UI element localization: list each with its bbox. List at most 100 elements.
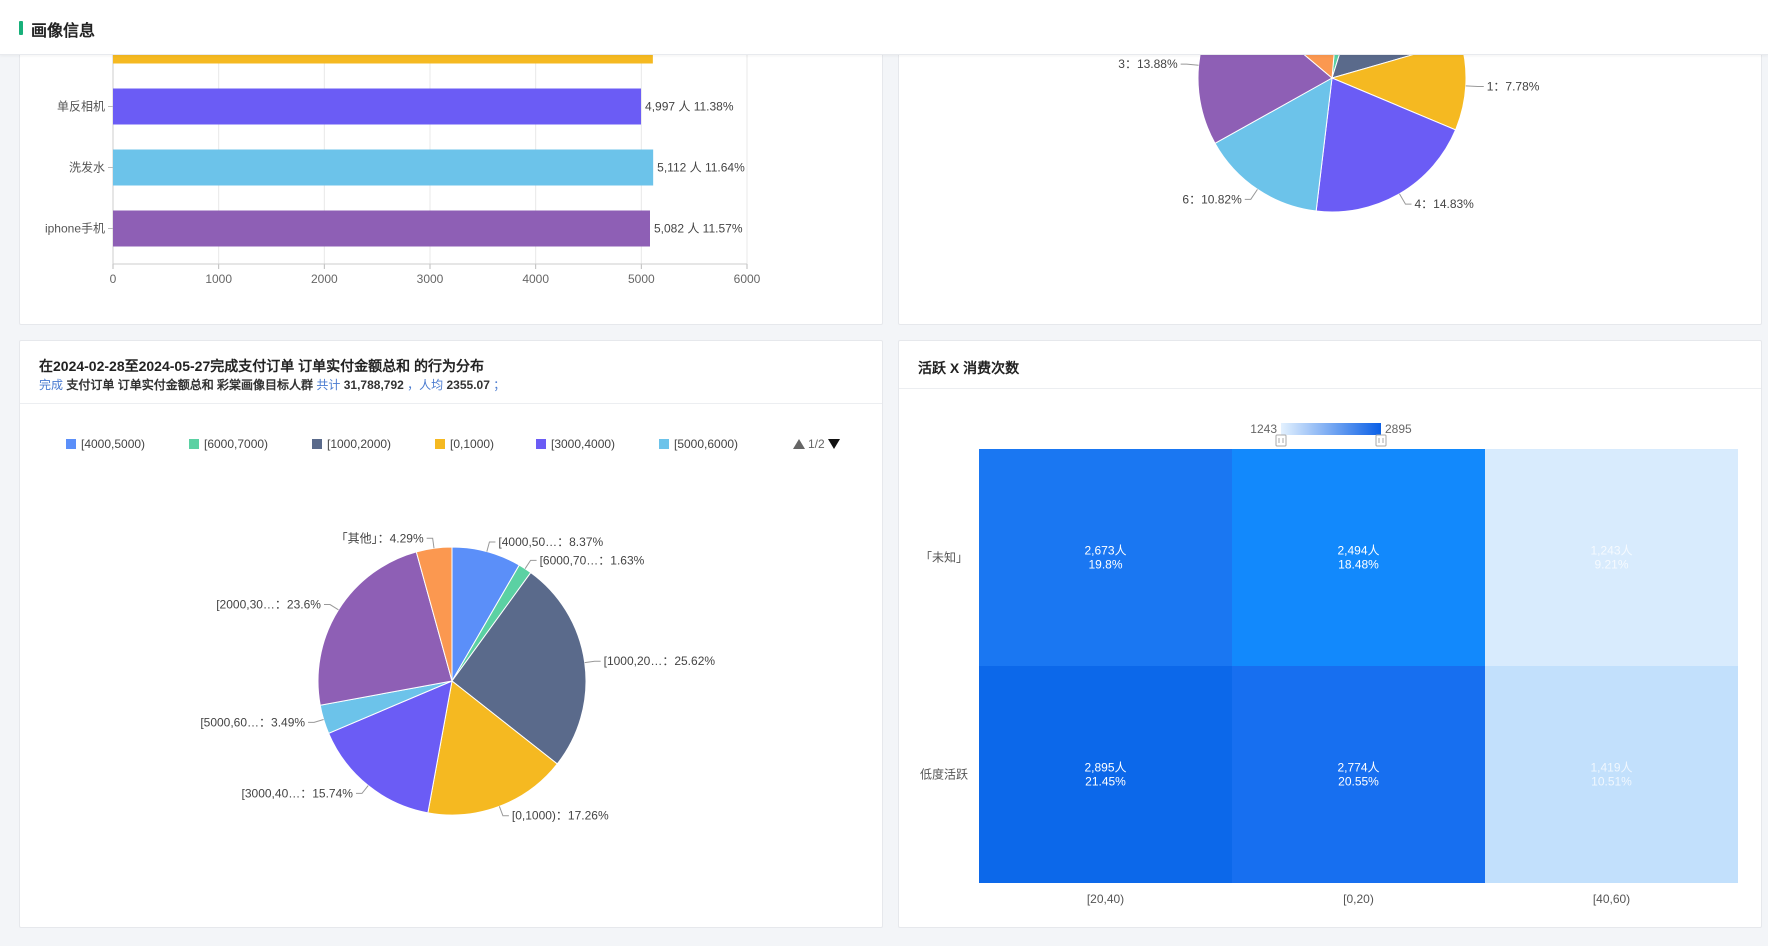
pie-label: 1：7.78% [1487, 80, 1540, 94]
visual-map-min-label: 1243 [1250, 422, 1277, 436]
bar[interactable] [113, 88, 642, 125]
bar-data-label: 4,997 人 11.38% [645, 100, 734, 114]
panel-header: 活跃 X 消费次数 [899, 341, 1761, 389]
heatmap-cell[interactable] [1485, 666, 1738, 883]
bar[interactable] [113, 210, 650, 247]
subtitle-total-label: 共计 [316, 378, 341, 392]
page-header: 画像信息 [0, 0, 1768, 55]
pie-label-line [486, 541, 496, 552]
subtitle-avg-value: 2355.07 [446, 378, 490, 392]
heatmap-cell-count: 2,774人 [1337, 761, 1379, 775]
heatmap-x-label: [20,40) [1087, 892, 1124, 906]
pie-slice[interactable] [451, 571, 587, 765]
legend-marker [435, 439, 445, 449]
heatmap-cell[interactable] [979, 449, 1232, 666]
legend-marker [536, 439, 546, 449]
x-tick-label: 0 [110, 272, 117, 286]
panel-header: 在2024-02-28至2024-05-27完成支付订单 订单实付金额总和 的行… [20, 341, 882, 404]
legend-page-indicator: 1/2 [808, 437, 825, 451]
visual-map-handle[interactable] [1275, 434, 1287, 447]
legend-item-label[interactable]: [3000,4000) [551, 437, 615, 451]
y-category-label: 洗发水 [69, 160, 105, 175]
visual-map-handle[interactable] [1375, 434, 1387, 447]
legend-marker [659, 439, 669, 449]
heatmap-cell-pct: 20.55% [1338, 775, 1379, 789]
subtitle-end: ； [493, 378, 506, 392]
legend-next-page-icon[interactable] [828, 439, 840, 449]
heatmap-cell-count: 2,494人 [1337, 544, 1379, 558]
heatmap-cell[interactable] [1232, 449, 1485, 666]
legend-item-label[interactable]: [1000,2000) [327, 437, 391, 451]
heatmap-panel: 活跃 X 消费次数 2,673人 19.8% 2,494人 18.48% 1,243人 9… [898, 340, 1762, 928]
pie-label: [3000,40…：15.74% [242, 786, 354, 800]
subtitle-prefix: 完成 [39, 378, 64, 392]
pie-label-line [1465, 85, 1484, 88]
heatmap-cell-pct: 10.51% [1591, 775, 1632, 789]
panel-title: 在2024-02-28至2024-05-27完成支付订单 订单实付金额总和 的行… [39, 358, 485, 374]
x-tick-label: 4000 [522, 272, 549, 286]
bar-data-label: 5,082 人 11.57% [654, 222, 743, 236]
pie-label-line [584, 660, 601, 664]
pie-label: 3：13.88% [1118, 57, 1178, 71]
pie-label: 6：10.82% [1182, 192, 1242, 206]
legend-marker [189, 439, 199, 449]
pie-label-line [323, 604, 339, 611]
heatmap-cell[interactable] [1232, 666, 1485, 883]
x-tick-label: 6000 [734, 272, 761, 286]
x-tick-label: 5000 [628, 272, 655, 286]
pie-label: [4000,50…：8.37% [498, 535, 603, 549]
pie-label-line [524, 559, 537, 569]
bar-data-label: 5,112 人 11.64% [657, 161, 745, 175]
bar[interactable] [113, 149, 654, 186]
heatmap-cell-pct: 18.48% [1338, 558, 1379, 572]
pie-label-line [1399, 193, 1412, 205]
legend-prev-page-icon[interactable] [793, 439, 805, 449]
visual-map-bar[interactable] [1281, 423, 1381, 435]
heatmap-cell[interactable] [979, 666, 1232, 883]
x-tick-label: 3000 [417, 272, 444, 286]
pie-label: [0,1000)：17.26% [512, 809, 609, 823]
legend-marker [312, 439, 322, 449]
header-accent-bar [19, 21, 23, 35]
pie-label: [1000,20…：25.62% [604, 654, 716, 668]
heatmap-cell-count: 2,673人 [1084, 544, 1126, 558]
heatmap-cell-count: 1,243人 [1590, 544, 1632, 558]
pie-label-line [308, 718, 324, 723]
pie-label-line [426, 537, 435, 549]
pie-label: [6000,70…：1.63% [540, 553, 645, 567]
heatmap-x-label: [0,20) [1343, 892, 1374, 906]
distribution-pie-chart: [4000,5000) [6000,7000) [1000,2000) [0,1000… [66, 437, 840, 823]
heatmap-cell-pct: 19.8% [1088, 558, 1122, 572]
y-category-label: 单反相机 [57, 100, 105, 114]
subtitle-avg-label: ，人均 [407, 378, 444, 392]
legend-marker [66, 439, 76, 449]
pie-slice[interactable] [1315, 77, 1457, 213]
pie-slice[interactable] [415, 546, 453, 682]
subtitle-total-value: 31,788,792 [343, 378, 404, 392]
pie-slice[interactable] [317, 551, 453, 706]
pie-label: 「其他」：4.29% [336, 531, 424, 545]
heatmap-cell[interactable] [1485, 449, 1738, 666]
panel-subtitle: 完成 支付订单 订单实付金额总和 彩棠画像目标人群 共计 31,788,792 … [39, 376, 505, 393]
heatmap-cell-count: 1,419人 [1590, 761, 1632, 775]
pie-label: [5000,60…：3.49% [200, 715, 305, 729]
heatmap-y-label: 「未知」 [920, 551, 968, 565]
pie-label-line [498, 806, 509, 817]
pie-label: [2000,30…：23.6% [216, 598, 321, 612]
heatmap-y-label: 低度活跃 [920, 767, 968, 782]
pie-label-line [1180, 63, 1199, 66]
y-category-label: iphone手机 [45, 222, 105, 236]
legend-item-label[interactable]: [4000,5000) [81, 437, 145, 451]
legend-item-label[interactable]: [5000,6000) [674, 437, 738, 451]
x-tick-label: 2000 [311, 272, 338, 286]
legend-item-label[interactable]: [6000,7000) [204, 437, 268, 451]
heatmap-cell-pct: 9.21% [1594, 558, 1628, 572]
heatmap-cell-count: 2,895人 [1084, 761, 1126, 775]
pie-label-line [1244, 189, 1258, 200]
subtitle-target: 支付订单 订单实付金额总和 彩棠画像目标人群 [66, 378, 314, 392]
legend-item-label[interactable]: [0,1000) [450, 437, 494, 451]
pie-label-line [355, 785, 369, 794]
heatmap-x-label: [40,60) [1593, 892, 1630, 906]
x-tick-label: 1000 [205, 272, 232, 286]
